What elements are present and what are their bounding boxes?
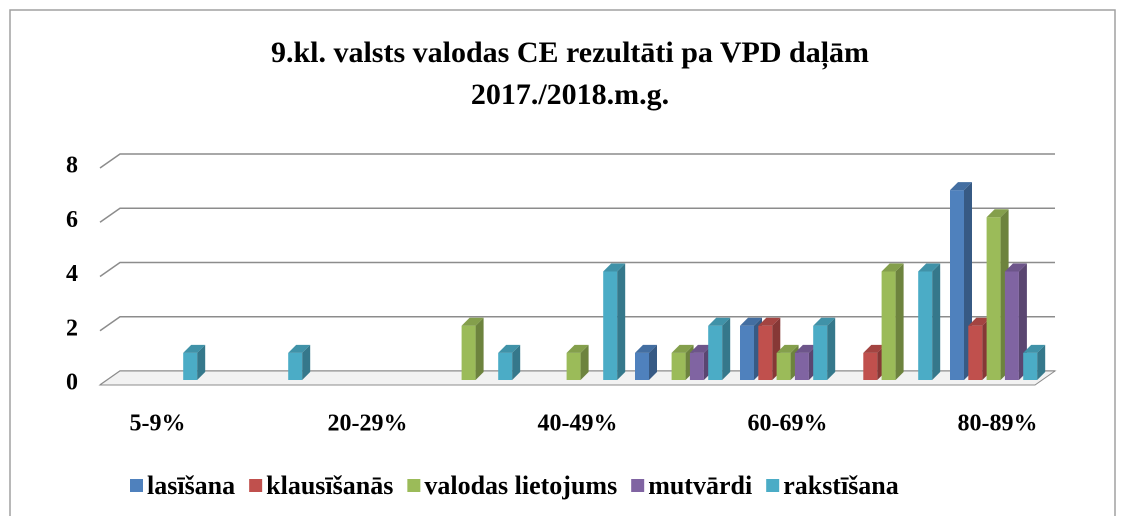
legend-label: mutvārdi: [648, 471, 752, 500]
x-tick-label: 60-69%: [748, 411, 828, 437]
bar-face: [580, 344, 589, 380]
bar-face: [498, 352, 513, 380]
bar-face: [1004, 263, 1027, 272]
bar-face: [740, 317, 762, 326]
bar-face: [635, 344, 657, 353]
bar-face: [863, 352, 878, 380]
bar-face: [950, 182, 972, 191]
y-tick-label: 2: [66, 315, 78, 341]
legend-swatch: [631, 479, 645, 492]
legend-label: klausīšanās: [266, 471, 393, 500]
x-tick-label: 80-89%: [958, 411, 1038, 437]
bar-face: [183, 344, 206, 353]
bar-face: [758, 325, 773, 380]
bar-face: [288, 352, 303, 380]
bar-face: [603, 263, 626, 272]
bar-face: [302, 344, 311, 380]
bar: [918, 263, 941, 380]
bar-face: [986, 217, 1001, 380]
bar-face: [183, 352, 198, 380]
bar-face: [863, 344, 886, 353]
chart-title: 9.kl. valsts valodas CE rezultāti pa VPD…: [271, 36, 869, 70]
bar-face: [566, 344, 589, 353]
bar-face: [758, 317, 781, 326]
bar-face: [671, 344, 694, 353]
legend-swatch: [407, 479, 421, 492]
bar-face: [813, 325, 828, 380]
legend-swatch: [130, 479, 143, 492]
bar: [183, 344, 206, 380]
grid-line: [99, 316, 1055, 332]
bar: [813, 317, 836, 380]
legend-label: lasīšana: [147, 471, 235, 500]
bar-face: [1023, 344, 1046, 353]
bar: [288, 344, 311, 380]
bar-face: [1004, 271, 1019, 380]
bar-face: [288, 344, 311, 353]
bar-face: [968, 317, 991, 326]
bar-face: [881, 263, 904, 272]
chart-subtitle: 2017./2018.m.g.: [471, 78, 669, 111]
bar-face: [986, 209, 1009, 218]
bar-face: [722, 317, 731, 380]
bar-face: [708, 325, 723, 380]
x-tick-label: 40-49%: [538, 411, 618, 437]
grid-line: [99, 207, 1055, 223]
bar-face: [1023, 352, 1038, 380]
bar-face: [708, 317, 731, 326]
bar-face: [498, 344, 521, 353]
grid-line: [99, 261, 1055, 278]
legend-swatch: [249, 479, 263, 492]
legend-swatch: [766, 479, 780, 492]
bar-face: [740, 325, 754, 380]
grid-line: [99, 153, 1055, 169]
bar-face: [461, 317, 484, 326]
bar-face: [566, 352, 581, 380]
bar: [603, 263, 626, 380]
bar-face: [776, 344, 799, 353]
y-tick-label: 8: [66, 153, 78, 179]
y-tick-label: 4: [66, 261, 78, 287]
bar-face: [968, 325, 983, 380]
bar-face: [776, 352, 791, 380]
bar-face: [671, 352, 686, 380]
bar-face: [813, 317, 836, 326]
bar: [498, 344, 521, 380]
bar-face: [635, 352, 649, 380]
bar-face: [649, 344, 657, 380]
legend-label: rakstīšana: [783, 471, 899, 500]
x-tick-label: 5-9%: [130, 411, 186, 437]
y-tick-label: 6: [66, 207, 78, 233]
bar-face: [617, 263, 626, 380]
bar-face: [603, 271, 618, 380]
bar: [708, 317, 731, 380]
bar: [1004, 263, 1027, 380]
bar-face: [1018, 263, 1027, 380]
bar-face: [1037, 344, 1046, 380]
bar: [635, 344, 657, 380]
bar: [881, 263, 904, 380]
bar: [1023, 344, 1046, 380]
bar-face: [932, 263, 941, 380]
bar-face: [461, 325, 476, 380]
bar-face: [918, 271, 933, 380]
bar-face: [689, 352, 704, 380]
bar-face: [475, 317, 484, 380]
bar-face: [918, 263, 941, 272]
bar-face: [794, 344, 817, 353]
y-tick-label: 0: [66, 370, 78, 396]
bar-face: [794, 352, 809, 380]
bar-face: [512, 344, 521, 380]
bar-face: [881, 271, 896, 380]
bar: [461, 317, 484, 380]
x-tick-label: 20-29%: [328, 411, 408, 437]
bar-face: [827, 317, 836, 380]
bar-face: [689, 344, 712, 353]
bar-face: [197, 344, 206, 380]
bar: [566, 344, 589, 380]
bar-face: [895, 263, 904, 380]
bar-face: [950, 190, 964, 380]
legend-label: valodas lietojums: [424, 471, 617, 500]
